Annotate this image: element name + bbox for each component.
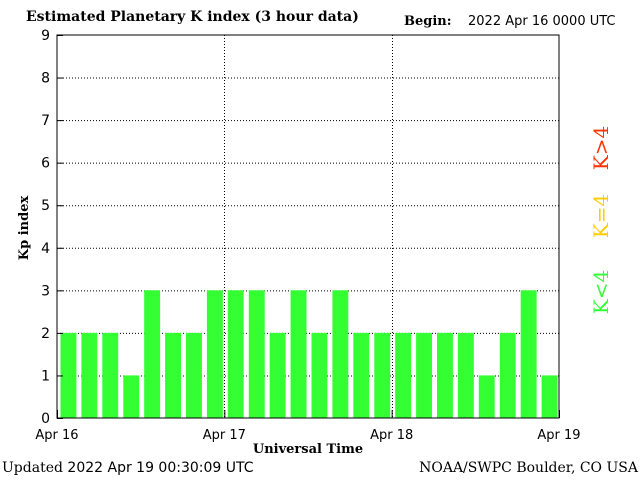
x-ticks: Apr 16 Apr 17 Apr 18 Apr 19 — [35, 410, 581, 443]
y-tick-label: 4 — [41, 241, 50, 257]
chart-title: Estimated Planetary K index (3 hour data… — [26, 9, 359, 25]
kp-bar — [353, 332, 370, 418]
kp-bar — [165, 332, 181, 418]
begin-label: Begin: — [404, 14, 452, 29]
kp-bar — [457, 332, 474, 418]
y-tick-label: 9 — [41, 28, 50, 44]
kp-bar — [395, 332, 412, 418]
kp-bar — [437, 332, 453, 418]
x-tick-label: Apr 16 — [35, 428, 78, 443]
y-axis-title: Kp index — [17, 196, 32, 261]
kp-bar — [248, 290, 265, 418]
updated-label: Updated — [2, 460, 63, 476]
kp-bar — [227, 290, 244, 418]
grid-lines — [57, 35, 559, 418]
kp-bar — [541, 375, 558, 418]
kp-bar — [332, 290, 349, 418]
kp-bar — [374, 332, 391, 418]
kp-bar — [123, 375, 140, 418]
y-tick-label: 3 — [41, 283, 50, 299]
y-tick-label: 2 — [41, 326, 50, 342]
kp-bar — [60, 332, 77, 418]
x-axis-title: Universal Time — [253, 442, 363, 457]
y-tick-label: 5 — [41, 198, 50, 214]
kp-bar — [102, 332, 119, 418]
kp-bar — [416, 332, 432, 418]
kp-bar — [186, 332, 202, 418]
kp-bar — [499, 332, 516, 418]
source-credit: NOAA/SWPC Boulder, CO USA — [419, 460, 638, 476]
begin-value: 2022 Apr 16 0000 UTC — [468, 14, 616, 29]
y-tick-label: 0 — [41, 411, 50, 427]
y-ticks: 0 1 2 3 4 5 6 7 8 9 — [41, 28, 63, 427]
kp-bar — [206, 290, 223, 418]
kp-bar — [269, 332, 286, 418]
updated-line: Updated 2022 Apr 19 00:30:09 UTC — [2, 460, 254, 476]
kp-bar — [520, 290, 537, 418]
x-tick-label: Apr 18 — [370, 428, 413, 443]
y-tick-label: 6 — [41, 156, 50, 172]
kp-bar — [290, 290, 307, 418]
y-tick-label: 1 — [41, 368, 50, 384]
x-tick-label: Apr 19 — [537, 428, 580, 443]
kp-bar — [81, 332, 98, 418]
x-tick-label: Apr 17 — [203, 428, 246, 443]
bars — [60, 290, 558, 418]
legend-low: K<4 — [589, 270, 613, 314]
legend-equal: K=4 — [589, 194, 613, 238]
kp-bar — [478, 375, 495, 418]
plot-frame — [56, 34, 560, 419]
legend-high: K>4 — [589, 126, 613, 170]
y-tick-label: 8 — [41, 71, 50, 87]
updated-value: 2022 Apr 19 00:30:09 UTC — [67, 460, 254, 476]
y-tick-label: 7 — [41, 113, 50, 129]
kp-bar — [311, 332, 328, 418]
kp-bar — [144, 290, 161, 418]
